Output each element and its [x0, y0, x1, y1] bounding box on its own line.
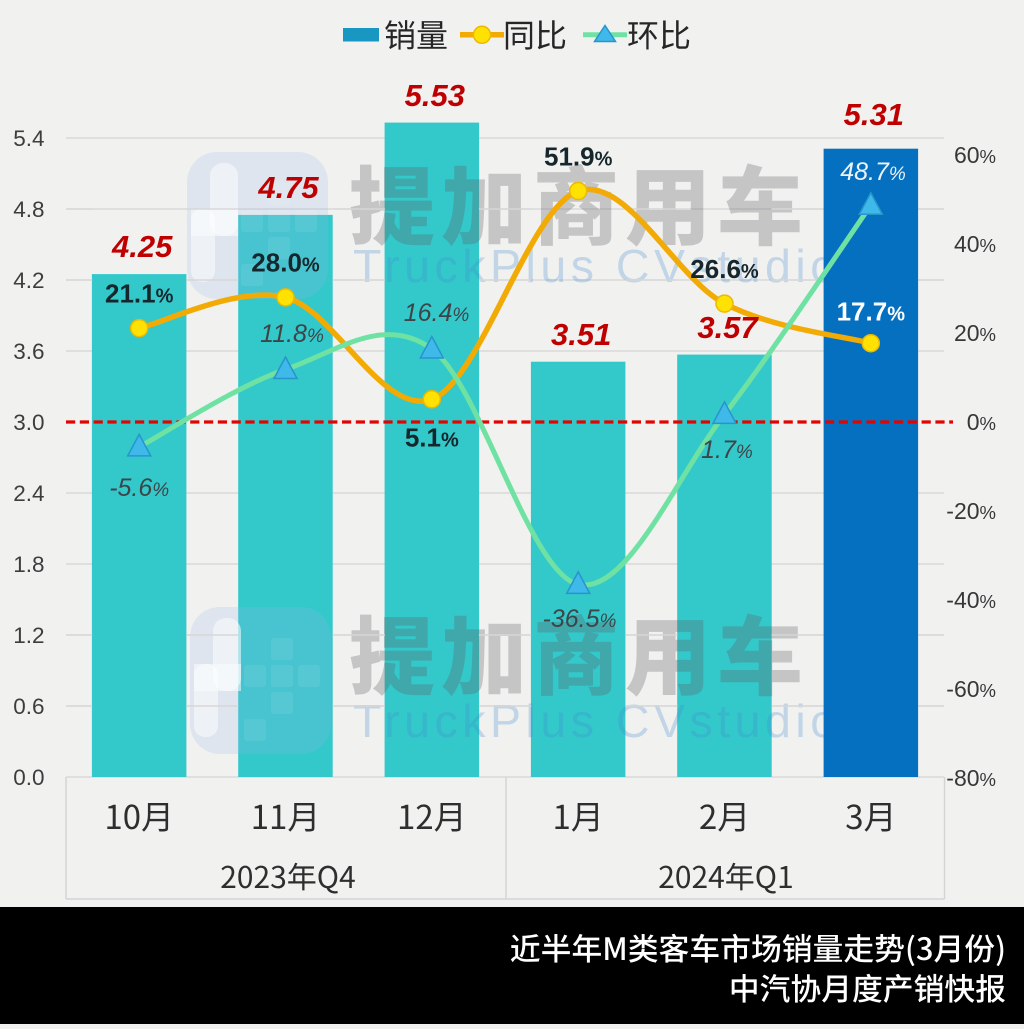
- svg-text:3.0: 3.0: [13, 410, 44, 435]
- svg-text:3.51: 3.51: [551, 317, 611, 352]
- svg-text:4.8: 4.8: [13, 197, 44, 222]
- svg-text:-40%: -40%: [946, 587, 996, 613]
- svg-text:-20%: -20%: [946, 498, 996, 524]
- svg-text:0.6: 0.6: [13, 694, 44, 719]
- svg-text:3.57: 3.57: [697, 310, 759, 345]
- svg-text:-5.6%: -5.6%: [109, 474, 169, 502]
- svg-text:20%: 20%: [954, 320, 996, 346]
- svg-text:-60%: -60%: [946, 676, 996, 702]
- svg-text:3.6: 3.6: [13, 339, 44, 364]
- svg-text:1.2: 1.2: [13, 623, 44, 648]
- svg-text:4.75: 4.75: [257, 170, 319, 205]
- svg-text:4.2: 4.2: [13, 268, 44, 293]
- svg-text:TruckPlus CVstudio: TruckPlus CVstudio: [353, 695, 841, 747]
- svg-text:60%: 60%: [954, 142, 996, 168]
- svg-text:0.0: 0.0: [13, 765, 44, 790]
- svg-text:4.25: 4.25: [111, 229, 173, 264]
- svg-text:-80%: -80%: [946, 765, 996, 791]
- svg-text:2.4: 2.4: [13, 481, 44, 506]
- svg-text:40%: 40%: [954, 231, 996, 257]
- svg-text:5.31: 5.31: [844, 97, 904, 132]
- svg-text:5.4: 5.4: [13, 126, 44, 151]
- svg-text:1.8: 1.8: [13, 552, 44, 577]
- svg-text:5.53: 5.53: [405, 78, 465, 113]
- svg-text:TruckPlus CVstudio: TruckPlus CVstudio: [353, 240, 841, 292]
- svg-text:48.7%: 48.7%: [840, 158, 906, 186]
- svg-text:0%: 0%: [967, 409, 996, 435]
